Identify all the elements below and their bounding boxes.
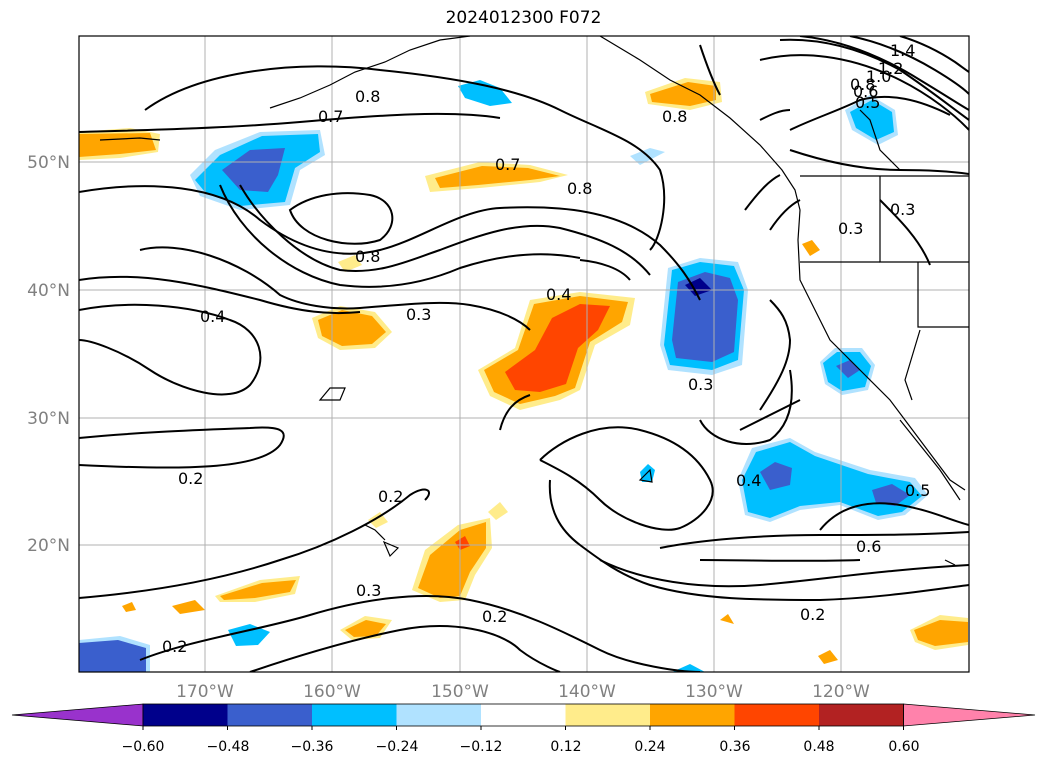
contour-label: 0.4 [736, 471, 761, 490]
colorbar-segment [143, 704, 228, 726]
map-frame [78, 35, 970, 673]
colorbar-segment [481, 704, 566, 726]
shade-positive [650, 82, 716, 106]
lon-tick-label: 160°W [303, 682, 361, 702]
shade-negative [458, 80, 512, 106]
contour-label: 0.3 [890, 200, 915, 219]
colorbar-tick-label: 0.24 [634, 739, 665, 755]
shade-negative [685, 278, 712, 296]
contour-label: 1.0 [866, 67, 891, 86]
lon-tick-label: 130°W [685, 682, 743, 702]
contour-label: 0.8 [662, 107, 687, 126]
shade-negative [850, 100, 894, 140]
shading-layer [79, 78, 968, 672]
shade-positive [505, 304, 610, 392]
shade-negative [760, 462, 792, 490]
contour-label: 1.4 [890, 41, 915, 60]
shade-positive [488, 502, 508, 520]
shade-positive [435, 166, 560, 188]
shade-positive [455, 536, 470, 550]
shade-negative [872, 484, 910, 506]
contour-label: 0.3 [838, 219, 863, 238]
colorbar-tick-label: −0.48 [207, 739, 250, 755]
colorbar-tick-label: 0.48 [803, 739, 834, 755]
lon-tick-label: 140°W [558, 682, 616, 702]
contour-label: 0.2 [178, 469, 203, 488]
contour-label: 0.7 [495, 155, 520, 174]
contour-label: 0.8 [850, 75, 875, 94]
shade-negative [228, 624, 270, 646]
colorbar-segment [396, 704, 482, 726]
colorbar-tick-labels: −0.60 −0.48 −0.36 −0.24 −0.12 0.12 0.24 … [122, 739, 920, 755]
shade-positive [318, 310, 386, 346]
shade-positive [122, 602, 136, 612]
shade-negative [79, 640, 146, 672]
lat-tick-label: 20°N [27, 536, 70, 556]
colorbar-segment [227, 704, 313, 726]
contour-label: 0.5 [905, 481, 930, 500]
colorbar-tick-label: −0.36 [291, 739, 334, 755]
contour-label: 0.8 [355, 247, 380, 266]
shade-positive [172, 600, 205, 614]
shade-positive [338, 255, 362, 272]
contour-label: 0.6 [853, 82, 878, 101]
contour-label: 0.3 [406, 305, 431, 324]
contour-label-group: 1.4 1.2 1.0 0.8 0.6 0.5 0.8 0.7 0.8 0.7 … [162, 41, 930, 656]
colorbar-tick-label: 0.36 [719, 739, 750, 755]
latitude-labels: 50°N 40°N 30°N 20°N [27, 153, 70, 556]
contour-label: 0.2 [800, 605, 825, 624]
colorbar-tick-label: −0.24 [376, 739, 419, 755]
shade-positive [802, 240, 820, 256]
lat-tick-label: 30°N [27, 409, 70, 429]
contour-label: 0.8 [355, 87, 380, 106]
contour-lines [79, 36, 969, 672]
contour-label: 0.4 [546, 285, 571, 304]
colorbar-frame [142, 703, 904, 727]
shade-positive [720, 614, 734, 624]
colorbar-extend-right [903, 703, 1036, 727]
contour-label: 1.2 [878, 59, 903, 78]
shade-positive [818, 650, 838, 664]
contour-label: 0.5 [855, 93, 880, 112]
contour-label: 0.3 [356, 581, 381, 600]
contour-label: 0.6 [856, 537, 881, 556]
colorbar-extend-left [11, 703, 144, 727]
shade-positive [914, 620, 968, 646]
lat-tick-label: 40°N [27, 281, 70, 301]
colorbar-segment [734, 704, 820, 726]
colorbar-tick-label: −0.60 [122, 739, 165, 755]
colorbar-tick-label: 0.60 [888, 739, 919, 755]
map-title: 2024012300 F072 [445, 8, 602, 28]
shade-negative [672, 272, 738, 362]
colorbar-tick-label: 0.12 [550, 739, 581, 755]
lat-tick-label: 50°N [27, 153, 70, 173]
contour-label: 0.7 [318, 107, 343, 126]
contour-label: 0.2 [162, 637, 187, 656]
colorbar-segment [819, 704, 904, 726]
coastlines [99, 36, 969, 566]
colorbar-segment [650, 704, 735, 726]
colorbar [11, 703, 1036, 730]
colorbar-tick-label: −0.12 [460, 739, 503, 755]
shade-positive [418, 522, 486, 598]
lon-tick-label: 150°W [431, 682, 489, 702]
longitude-labels: 170°W 160°W 150°W 140°W 130°W 120°W [176, 682, 870, 702]
contour-label: 0.4 [200, 307, 225, 326]
shade-negative [222, 148, 285, 192]
contour-label: 0.2 [482, 607, 507, 626]
lon-tick-label: 120°W [812, 682, 870, 702]
contour-label: 0.3 [688, 375, 713, 394]
contour-label: 0.8 [567, 179, 592, 198]
shade-positive [345, 620, 386, 637]
shade-positive [79, 133, 156, 157]
shade-positive [368, 512, 388, 528]
lon-tick-label: 170°W [176, 682, 234, 702]
colorbar-segment [565, 704, 651, 726]
graticule [79, 36, 969, 672]
contour-label: 0.2 [378, 487, 403, 506]
shade-positive [220, 580, 296, 600]
colorbar-segment [312, 704, 397, 726]
